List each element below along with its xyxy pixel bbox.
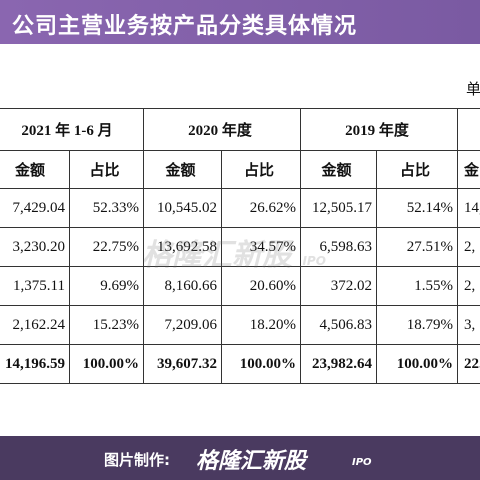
subheader: 金额 xyxy=(300,150,378,189)
subheader: 金 xyxy=(457,150,480,189)
cell: 10,545.02 xyxy=(143,188,222,228)
cell: 22.75% xyxy=(69,227,144,267)
subheader: 金额 xyxy=(143,150,222,189)
group-header: 2021 年 1-6 月 xyxy=(0,108,144,151)
cell: 52.33% xyxy=(69,188,144,228)
footer-label: 图片制作: xyxy=(104,451,170,469)
subheader-row: 金额 占比 金额 占比 金额 占比金 xyxy=(0,150,480,189)
cell: 6,598.63 xyxy=(300,227,378,267)
cell: 1,375.11 xyxy=(0,266,70,306)
subheader: 占比 xyxy=(376,150,459,189)
cell: 13,692.58 xyxy=(143,227,222,267)
group-header: 2020 年度 xyxy=(142,108,302,151)
cell: 18.79% xyxy=(376,305,459,345)
cell: 39,607.32 xyxy=(143,344,222,384)
group-row: 2021 年 1-6 月 2020 年度 2019 年度 xyxy=(0,108,480,151)
cell: 8,160.66 xyxy=(143,266,222,306)
cell: 14,196.59 xyxy=(0,344,70,384)
footer-brand: 格隆汇新股 xyxy=(196,449,307,474)
cell: 7,209.06 xyxy=(143,305,222,345)
cell: 100.00% xyxy=(376,344,459,384)
cell: 100.00% xyxy=(69,344,144,384)
cell: 7,429.04 xyxy=(0,188,70,228)
cell: 15.23% xyxy=(69,305,144,345)
data-row: 7,429.04 52.33% 10,545.02 26.62% 12,505.17 52… xyxy=(0,188,480,228)
cell: 14, xyxy=(457,188,480,228)
watermark-brand: 格隆汇新股 xyxy=(142,238,292,273)
subheader: 占比 xyxy=(69,150,144,189)
unit-label: 单 xyxy=(466,80,480,98)
table: 2021 年 1-6 月 2020 年度 2019 年度 金额 占比 金额 占比 金额 占比金 7… xyxy=(0,108,480,384)
watermark: 格隆汇新股 IPO xyxy=(142,230,326,274)
cell: 3,230.20 xyxy=(0,227,70,267)
watermark-suffix: IPO xyxy=(302,254,326,268)
cell: 2,162.24 xyxy=(0,305,70,345)
subheader: 金额 xyxy=(0,150,70,189)
cell: 1.55% xyxy=(376,266,459,306)
cell: 34.57% xyxy=(220,227,302,267)
cell: 100.00% xyxy=(220,344,302,384)
data-row: 2,162.24 15.23% 7,209.06 18.20% 4,506.83 18.7… xyxy=(0,305,480,345)
cell: 26.62% xyxy=(220,188,302,228)
cell: 18.20% xyxy=(220,305,302,345)
footer-suffix: IPO xyxy=(352,457,372,468)
cell: 27.51% xyxy=(376,227,459,267)
data-row: 14,196.59 100.00% 39,607.32 100.00% 23,982.6… xyxy=(0,344,480,384)
cell: 2, xyxy=(457,266,480,306)
table-wrap: 2021 年 1-6 月 2020 年度 2019 年度 金额 占比 金额 占比 金额 占比金 7… xyxy=(0,108,480,392)
data-row: 1,375.11 9.69% 8,160.66 20.60% 372.02 1.55% 2, xyxy=(0,266,480,306)
cell: 3, xyxy=(457,305,480,345)
subheader: 占比 xyxy=(220,150,302,189)
cell: 23,982.64 xyxy=(300,344,378,384)
title: 公司主营业务按产品分类具体情况 xyxy=(12,14,358,39)
group-header-cut xyxy=(457,108,480,151)
cell: 2, xyxy=(457,227,480,267)
cell: 52.14% xyxy=(376,188,459,228)
group-header: 2019 年度 xyxy=(300,108,459,151)
cell: 9.69% xyxy=(69,266,144,306)
footer: 图片制作: 格隆汇新股 IPO xyxy=(0,436,480,480)
cell: 4,506.83 xyxy=(300,305,378,345)
cell: 12,505.17 xyxy=(300,188,378,228)
cell: 22. xyxy=(457,344,480,384)
data-row: 3,230.20 22.75% 13,692.58 34.57% 6,598.63 27.… xyxy=(0,227,480,267)
title-banner: 公司主营业务按产品分类具体情况 xyxy=(0,0,480,44)
cell: 20.60% xyxy=(220,266,302,306)
